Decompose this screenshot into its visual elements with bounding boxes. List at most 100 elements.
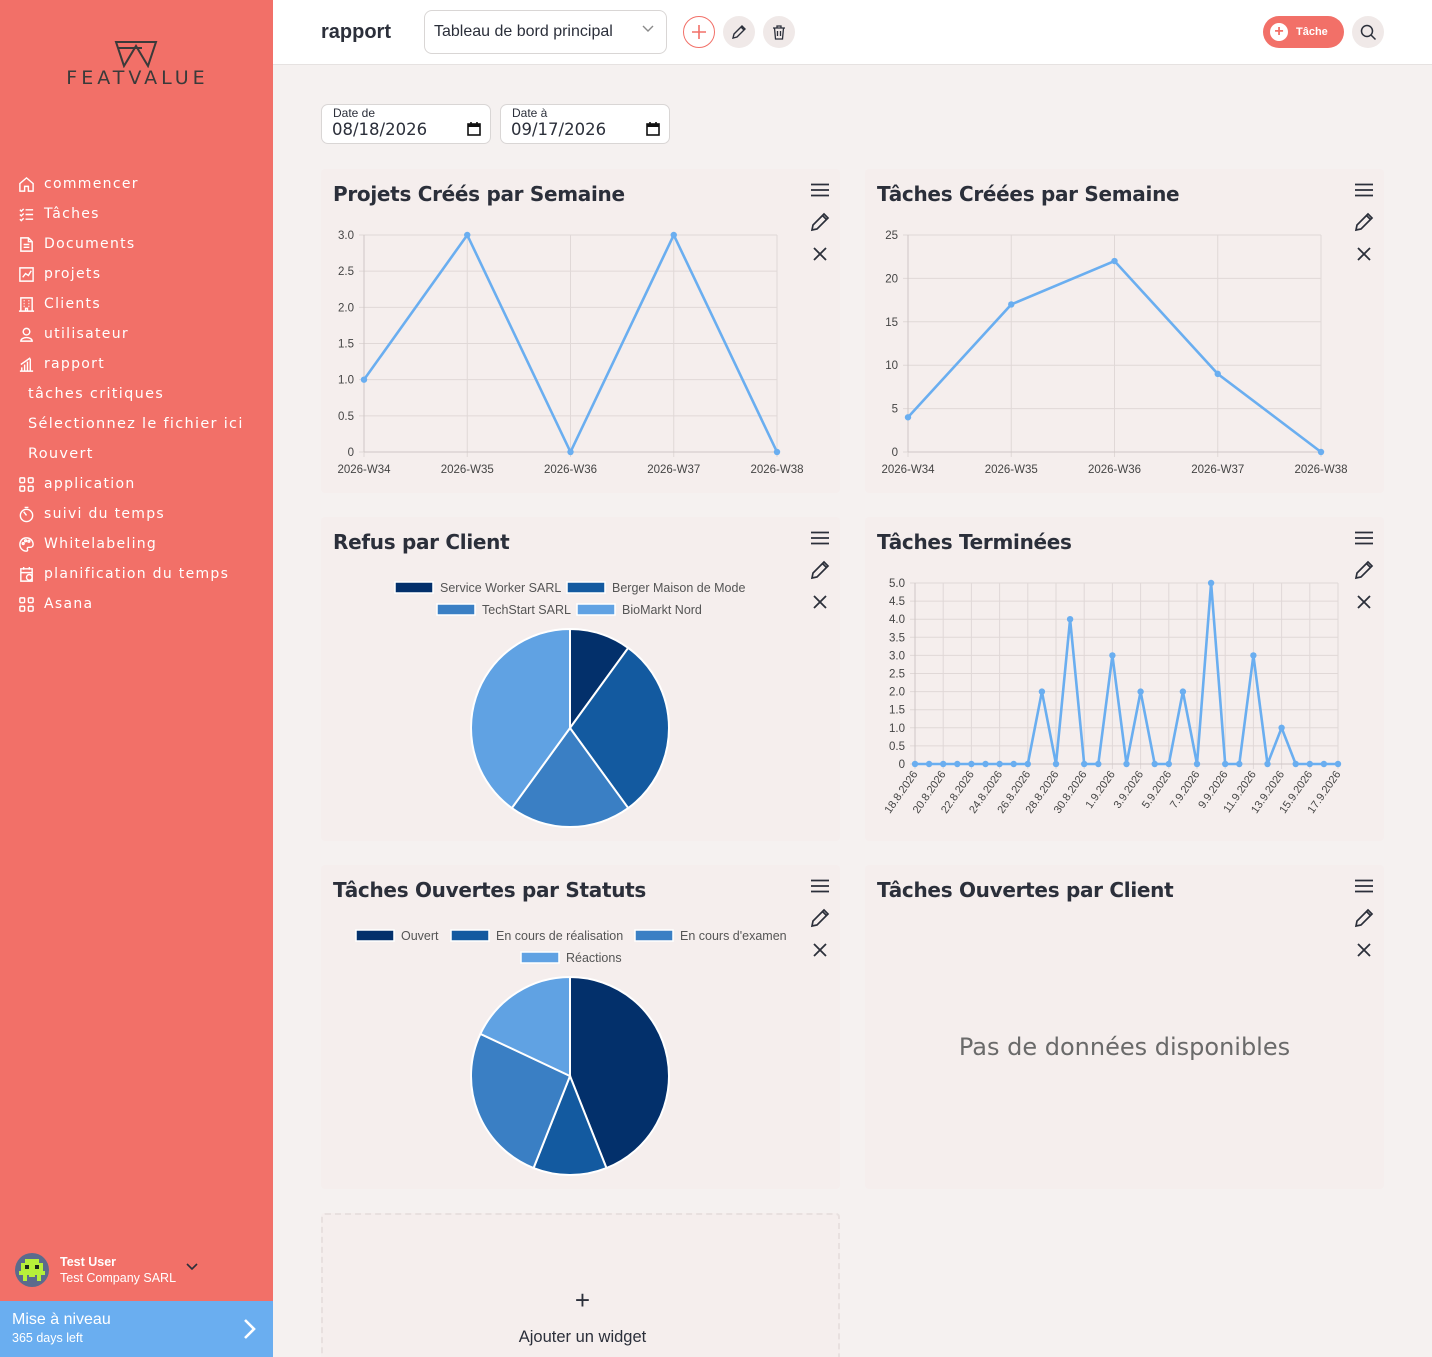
data-point [1317, 448, 1325, 456]
sidebar: FEATVALUE commencer Tâches Documents projet… [0, 0, 273, 1357]
data-point [1024, 760, 1031, 768]
sidebar-item-utilisateur[interactable]: utilisateur [0, 319, 273, 349]
chevron-down-icon[interactable] [186, 1263, 198, 1271]
sidebar-item-sélectionnez-le-fichier-ici[interactable]: Sélectionnez le fichier ici [0, 409, 273, 439]
drag-handle-button[interactable] [809, 527, 831, 549]
sidebar-item-label: Tâches [44, 206, 100, 222]
sidebar-item-suivi-du-temps[interactable]: suivi du temps [0, 499, 273, 529]
edit-dashboard-button[interactable] [723, 16, 755, 48]
user-menu[interactable]: Test User Test Company SARL [15, 1250, 265, 1290]
data-point [1207, 579, 1215, 587]
delete-dashboard-button[interactable] [763, 16, 795, 48]
brand-logo[interactable]: FEATVALUE [50, 40, 225, 90]
x-tick-label: 2026-W38 [1294, 464, 1347, 476]
add-dashboard-button[interactable] [683, 16, 715, 48]
bar-chart-icon [17, 355, 35, 373]
remove-widget-button[interactable] [809, 939, 831, 961]
drag-handle-button[interactable] [1353, 179, 1375, 201]
legend-swatch [355, 929, 395, 942]
sidebar-item-clients[interactable]: Clients [0, 289, 273, 319]
sidebar-item-tâches-critiques[interactable]: tâches critiques [0, 379, 273, 409]
y-tick-label: 1.0 [889, 723, 905, 735]
data-point [954, 760, 961, 768]
drag-handle-button[interactable] [809, 875, 831, 897]
add-widget-button[interactable]: + Ajouter un widget [321, 1213, 840, 1357]
drag-handle-button[interactable] [1353, 875, 1375, 897]
dashboard-select-value: Tableau de bord principal [434, 23, 613, 40]
sidebar-item-label: projets [44, 266, 102, 282]
sidebar-item-tâches[interactable]: Tâches [0, 199, 273, 229]
data-point [1137, 688, 1144, 695]
data-point [940, 760, 947, 768]
pie-slice [479, 975, 571, 1078]
legend-swatch [436, 603, 476, 616]
sidebar-item-planification-du-temps[interactable]: planification du temps [0, 559, 273, 589]
pie-slice [568, 646, 670, 810]
edit-widget-button[interactable] [809, 559, 831, 581]
widget-projects-per-week: 0 0.5 1.0 1.5 2.0 2.5 3.0 2026-W34 2026-W35 2026-… [321, 169, 840, 493]
y-tick-label: 3.0 [889, 650, 905, 662]
pie-slice [510, 726, 630, 828]
close-icon [1357, 943, 1371, 957]
date-to-field[interactable]: Date à 09/17/2026 [500, 104, 670, 144]
search-button[interactable] [1352, 16, 1384, 48]
menu-icon [1355, 879, 1373, 893]
no-data-message: Pas de données disponibles [958, 1033, 1291, 1061]
sidebar-item-rapport[interactable]: rapport [0, 349, 273, 379]
remove-widget-button[interactable] [1353, 243, 1375, 265]
upgrade-banner[interactable]: Mise à niveau 365 days left [0, 1301, 273, 1357]
sidebar-item-label: commencer [44, 176, 139, 192]
data-point [1123, 760, 1130, 768]
x-tick-label: 2026-W37 [647, 464, 700, 476]
building-icon [17, 295, 35, 313]
y-tick-label: 20 [885, 273, 898, 285]
dashboard-select[interactable]: Tableau de bord principal [424, 10, 667, 54]
brand-name: FEATVALUE [66, 67, 209, 89]
remove-widget-button[interactable] [1353, 939, 1375, 961]
edit-widget-button[interactable] [1353, 907, 1375, 929]
sidebar-item-label: Rouvert [28, 446, 94, 462]
y-tick-label: 5 [892, 404, 898, 416]
y-tick-label: 0 [899, 759, 905, 771]
drag-handle-button[interactable] [809, 179, 831, 201]
sidebar-item-label: tâches critiques [28, 386, 165, 402]
remove-widget-button[interactable] [809, 591, 831, 613]
data-point [1066, 616, 1074, 623]
data-point [464, 231, 471, 239]
legend-label: Réactions [566, 951, 622, 965]
sidebar-item-projets[interactable]: projets [0, 259, 273, 289]
edit-widget-button[interactable] [1353, 211, 1375, 233]
calendar-icon[interactable] [467, 122, 481, 136]
drag-handle-button[interactable] [1353, 527, 1375, 549]
sidebar-item-documents[interactable]: Documents [0, 229, 273, 259]
widget-open-tasks-by-client: Tâches Ouvertes par Client Pas de donnée… [865, 865, 1384, 1189]
sidebar-item-application[interactable]: application [0, 469, 273, 499]
sidebar-item-label: suivi du temps [44, 506, 166, 522]
timer-icon [17, 505, 35, 523]
sidebar-item-commencer[interactable]: commencer [0, 169, 273, 199]
calendar-icon[interactable] [646, 122, 660, 136]
y-tick-label: 3.0 [338, 230, 354, 242]
edit-widget-button[interactable] [1353, 559, 1375, 581]
legend-label: Ouvert [401, 929, 439, 943]
sidebar-item-asana[interactable]: Asana [0, 589, 273, 619]
data-point [925, 760, 933, 768]
remove-widget-button[interactable] [809, 243, 831, 265]
remove-widget-button[interactable] [1353, 591, 1375, 613]
edit-widget-button[interactable] [809, 211, 831, 233]
date-from-field[interactable]: Date de 08/18/2026 [321, 104, 491, 144]
new-task-button[interactable]: + Tâche [1263, 16, 1344, 48]
data-point [911, 760, 919, 768]
pencil-icon [810, 212, 830, 232]
user-company: Test Company SARL [60, 1271, 177, 1285]
apps-icon [17, 595, 35, 613]
home-icon [17, 175, 35, 193]
sidebar-item-whitelabeling[interactable]: Whitelabeling [0, 529, 273, 559]
y-tick-label: 2.0 [338, 302, 354, 314]
y-tick-label: 2.5 [889, 669, 905, 681]
palette-icon [17, 535, 35, 553]
sidebar-item-rouvert[interactable]: Rouvert [0, 439, 273, 469]
y-tick-label: 0.5 [338, 411, 354, 423]
edit-widget-button[interactable] [809, 907, 831, 929]
widget-completed-tasks: 0 0.5 1.0 1.5 2.0 2.5 3.0 3.5 4.0 4.5 5.0 18.8.2026… [865, 517, 1384, 841]
